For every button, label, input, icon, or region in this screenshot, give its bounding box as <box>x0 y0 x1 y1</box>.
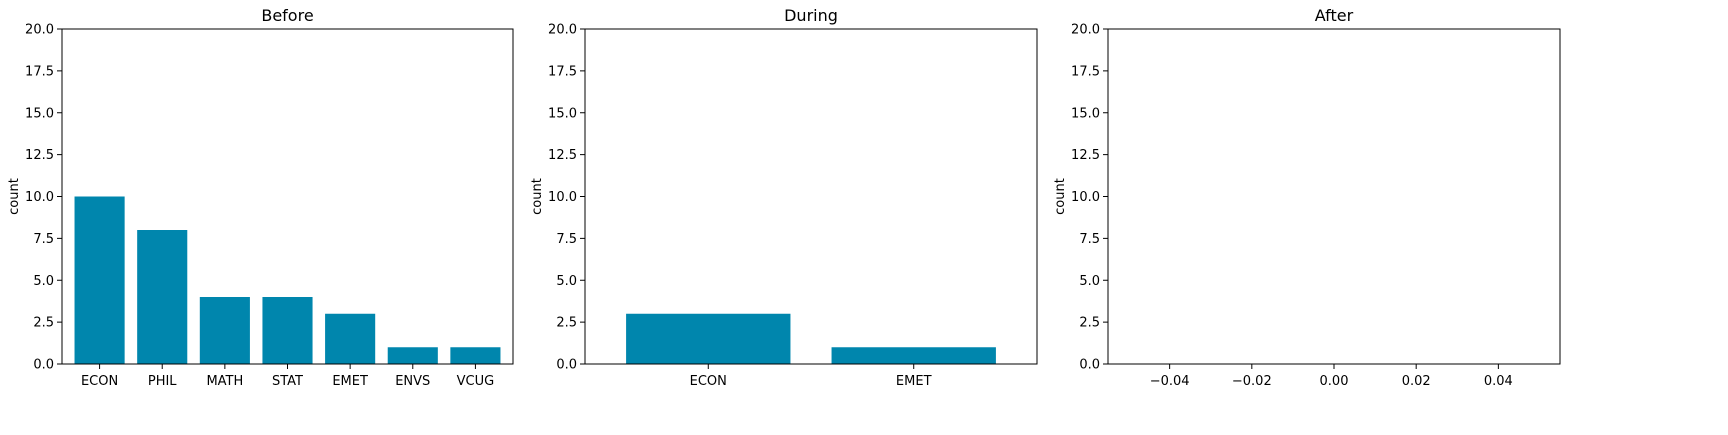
y-tick-label: 10.0 <box>25 190 54 205</box>
y-tick-label: 17.5 <box>1071 64 1100 79</box>
x-tick-label: EMET <box>896 374 932 389</box>
chart-panel-after: −0.04 −0.02 0.00 0.02 0.04 0.0 2.5 5.0 7.5 10.0 12… <box>1053 6 1561 389</box>
y-tick-label: 15.0 <box>548 106 577 121</box>
y-tick-label: 2.5 <box>556 316 577 331</box>
y-tick-label: 17.5 <box>25 64 54 79</box>
y-tick-label: 12.5 <box>1071 148 1100 163</box>
x-tick-label: 0.02 <box>1402 374 1431 389</box>
y-axis-label: count <box>1053 178 1068 215</box>
chart-title: After <box>1315 6 1354 25</box>
x-tick-label: EMET <box>332 374 368 389</box>
y-tick-label: 10.0 <box>548 190 577 205</box>
chart-title: During <box>784 6 838 25</box>
y-tick-label: 0.0 <box>1079 358 1100 373</box>
x-tick-label: ECON <box>690 374 727 389</box>
bar-econ <box>74 196 125 364</box>
x-tick-label: ECON <box>81 374 118 389</box>
x-tick-label: ENVS <box>395 374 430 389</box>
bar-envs <box>387 347 438 364</box>
y-tick-label: 7.5 <box>33 232 54 247</box>
bar-phil <box>137 230 188 364</box>
y-tick-label: 15.0 <box>25 106 54 121</box>
y-tick-label: 20.0 <box>25 23 54 38</box>
chart-panel-during: ECON EMET 0.0 2.5 5.0 7.5 10.0 12.5 15.0 17.5 20.0… <box>530 6 1038 389</box>
x-tick-label: −0.02 <box>1232 374 1272 389</box>
x-tick-label: 0.04 <box>1484 374 1513 389</box>
axes-frame <box>61 28 514 365</box>
x-tick-label: PHIL <box>148 374 177 389</box>
bar-vcug <box>450 347 501 364</box>
axes-frame <box>584 28 1038 365</box>
y-tick-label: 10.0 <box>1071 190 1100 205</box>
y-tick-label: 7.5 <box>1079 232 1100 247</box>
x-tick-label: 0.00 <box>1320 374 1349 389</box>
y-tick-label: 15.0 <box>1071 106 1100 121</box>
y-tick-label: 2.5 <box>33 316 54 331</box>
y-tick-label: 5.0 <box>556 274 577 289</box>
x-tick-label: −0.04 <box>1150 374 1190 389</box>
y-tick-label: 20.0 <box>1071 23 1100 38</box>
y-tick-label: 2.5 <box>1079 316 1100 331</box>
y-tick-label: 5.0 <box>33 274 54 289</box>
axes-frame <box>1107 28 1561 365</box>
y-tick-label: 0.0 <box>556 358 577 373</box>
y-tick-label: 17.5 <box>548 64 577 79</box>
y-axis-label: count <box>530 178 545 215</box>
bar-emet <box>831 347 996 364</box>
bar-math <box>199 297 250 364</box>
chart-panel-before: ECON PHIL MATH STAT EMET ENVS VCUG 0.0 2.5 5.0 7.5… <box>7 6 514 389</box>
x-tick-label: VCUG <box>457 374 495 389</box>
y-axis-label: count <box>7 178 22 215</box>
bar-emet <box>325 313 376 364</box>
x-tick-label: MATH <box>206 374 243 389</box>
y-tick-label: 12.5 <box>548 148 577 163</box>
y-tick-label: 0.0 <box>33 358 54 373</box>
y-tick-label: 7.5 <box>556 232 577 247</box>
y-tick-label: 5.0 <box>1079 274 1100 289</box>
chart-title: Before <box>261 6 313 25</box>
bar-stat <box>262 297 313 364</box>
y-tick-label: 12.5 <box>25 148 54 163</box>
bar-econ <box>626 313 791 364</box>
x-tick-label: STAT <box>272 374 303 389</box>
y-tick-label: 20.0 <box>548 23 577 38</box>
